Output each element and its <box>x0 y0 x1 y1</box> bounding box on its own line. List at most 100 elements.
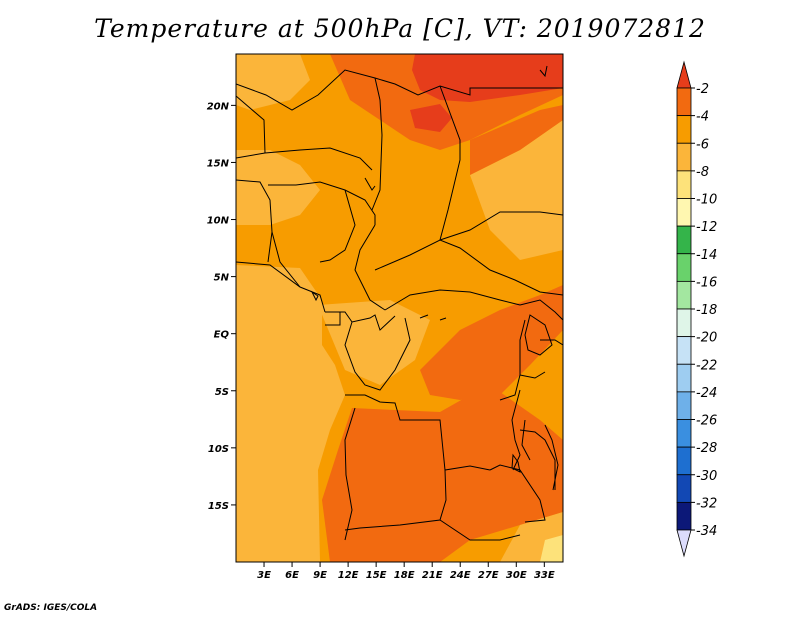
lake-tanganyika-east <box>521 419 531 461</box>
colorbar-swatch <box>676 391 692 420</box>
colorbar-swatch <box>676 363 692 393</box>
field-warm-north-strip <box>236 54 310 110</box>
map-title: Temperature at 500hPa [C], VT: 201907281… <box>94 14 706 43</box>
field-warm-west-coast <box>236 265 345 562</box>
border-gabon-congo <box>325 311 396 331</box>
colorbar-level-label: -30 <box>696 469 717 484</box>
colorbar-swatch <box>676 253 692 282</box>
field-hot-central-east <box>420 285 563 400</box>
colorbar-swatch <box>676 501 692 531</box>
field-warm-northwest <box>236 150 320 225</box>
coast-angola <box>344 407 356 541</box>
border-angola-namibia <box>344 469 447 531</box>
colorbar-swatch <box>676 308 692 338</box>
lon-tick-label: 27E <box>478 570 499 581</box>
island-bioko <box>310 290 319 302</box>
colorbar-level-label: -34 <box>696 524 717 539</box>
colorbar-level-label: -28 <box>696 441 717 456</box>
lon-tick-label: 18E <box>394 570 415 581</box>
credit-text: GrADS: IGES/COLA <box>4 603 98 613</box>
lat-tick-label: 5S <box>215 387 229 398</box>
lon-tick-label: 30E <box>506 570 527 581</box>
colorbar-level-label: -16 <box>696 275 717 290</box>
field-hot-northeast-band <box>470 105 563 175</box>
lon-tick-label: 21E <box>422 570 443 581</box>
border-benin <box>271 231 301 288</box>
lake-tanganyika <box>511 389 521 471</box>
coast-nile-delta <box>539 65 548 78</box>
colorbar-level-label: -18 <box>696 303 717 318</box>
lake-mweru <box>511 453 521 473</box>
border-eq-guinea <box>325 312 341 326</box>
lake-malawi <box>544 424 559 491</box>
field-hottest-north <box>412 54 563 102</box>
colorbar-level-label: -4 <box>696 110 709 125</box>
border-sudan-south <box>439 211 563 241</box>
colorbar-level-label: -26 <box>696 414 717 429</box>
colorbar-swatch <box>676 225 692 255</box>
border-zambia-malawi <box>489 464 546 523</box>
longitude-axis: 3E 6E 9E 12E 15E 18E 21E 24E 27E 30E 33E <box>257 562 555 581</box>
border-niger-south <box>264 147 373 171</box>
border-nigeria-cameroon <box>319 189 356 263</box>
border-uganda-kenya <box>540 339 563 346</box>
colorbar-swatch <box>676 474 692 503</box>
border-north <box>236 69 563 111</box>
colorbar: -2 -4 -6 -8 -10 -12 -14 -16 -18 -20 -22 -24 -26 -28 -3… <box>676 60 717 558</box>
lat-tick-label: 10N <box>207 216 230 227</box>
colorbar-bottom-triangle <box>676 529 692 558</box>
colorbar-level-label: -24 <box>696 386 717 401</box>
lat-tick-label: 20N <box>207 101 230 112</box>
colorbar-swatch <box>676 87 692 117</box>
colorbar-level-label: -22 <box>696 358 717 373</box>
border-zambia-south <box>439 519 521 541</box>
lat-tick-label: 10S <box>208 444 229 455</box>
border-drc-north <box>384 289 521 311</box>
colorbar-swatch <box>676 170 692 199</box>
coast-gulf-of-guinea <box>236 261 326 313</box>
lon-tick-label: 3E <box>257 570 271 581</box>
colorbar-level-label: -32 <box>696 496 717 511</box>
lon-tick-label: 33E <box>534 570 555 581</box>
colorbar-swatch <box>676 115 692 144</box>
lake-victoria <box>524 314 553 356</box>
latitude-axis: 20N 15N 10N 5N EQ 5S 10S 15S <box>207 101 236 512</box>
colorbar-level-label: -2 <box>696 82 709 97</box>
field-hottest-spot <box>410 104 452 132</box>
border-congo <box>344 317 411 391</box>
field-warm-central <box>318 300 430 385</box>
colorbar-swatch <box>676 280 692 310</box>
plot-frame <box>235 53 564 563</box>
border-chad-sudan <box>439 85 461 241</box>
lat-tick-label: 15N <box>207 158 230 169</box>
field-coolest-southeast-corner <box>540 535 563 562</box>
border-mali-west <box>236 95 266 154</box>
lon-tick-label: 24E <box>450 570 471 581</box>
border-mali-south <box>236 152 266 159</box>
colorbar-swatch <box>676 419 692 448</box>
colorbar-level-label: -10 <box>696 193 717 208</box>
lon-tick-label: 6E <box>285 570 299 581</box>
border-rwanda <box>519 371 546 379</box>
colorbar-level-label: -12 <box>696 220 717 235</box>
colorbar-level-label: -14 <box>696 248 717 263</box>
lon-tick-label: 9E <box>313 570 327 581</box>
border-car-south-sudan <box>374 239 563 296</box>
colorbar-swatch <box>676 446 692 476</box>
lat-tick-label: EQ <box>214 330 230 341</box>
colorbar-level-label: -8 <box>696 165 709 180</box>
colorbar-swatch <box>676 336 692 365</box>
colorbar-level-label: -20 <box>696 331 717 346</box>
country-borders <box>236 65 563 541</box>
river-congo-marks <box>419 314 447 321</box>
border-angola-drc <box>345 394 491 471</box>
lat-tick-label: 15S <box>208 501 229 512</box>
lat-tick-label: 5N <box>214 273 230 284</box>
border-uganda-north <box>519 299 563 321</box>
lon-tick-label: 15E <box>366 570 387 581</box>
colorbar-level-label: -6 <box>696 137 709 152</box>
colorbar-swatch <box>676 198 692 227</box>
colorbar-top-triangle <box>676 60 692 89</box>
field-warm-northeast <box>470 120 563 260</box>
